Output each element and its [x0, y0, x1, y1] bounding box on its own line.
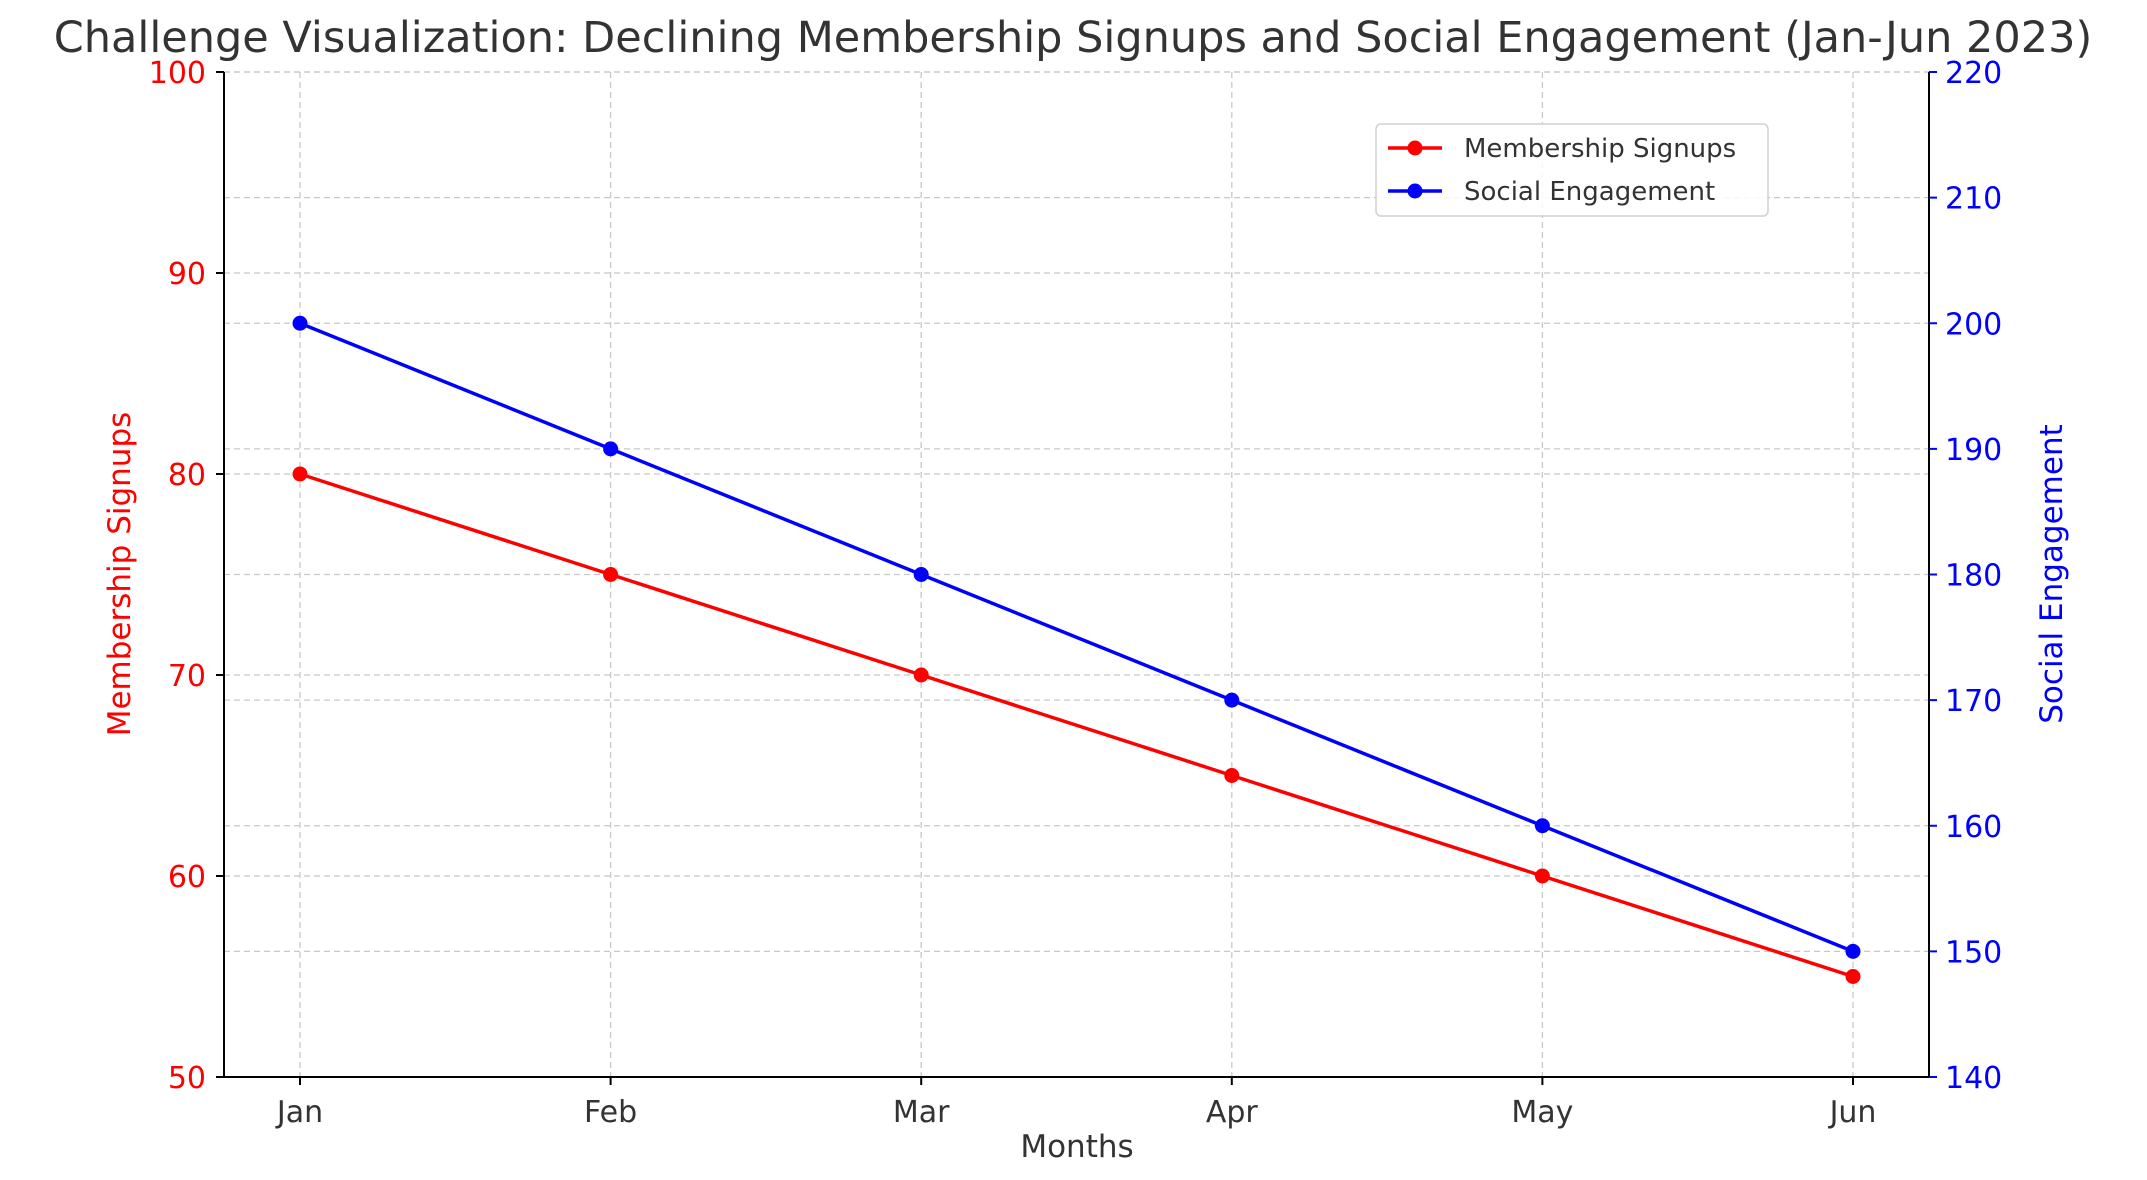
point-membership-signups [1534, 868, 1550, 884]
y-right-tick-label: 140 [1945, 1061, 2002, 1096]
y-left-tick-label: 90 [168, 257, 206, 292]
y-left-tick-label: 70 [168, 659, 206, 694]
y-right-tick-label: 210 [1945, 182, 2002, 217]
legend-label-membership-signups: Membership Signups [1464, 134, 1736, 164]
y-right-tick-label: 170 [1945, 684, 2002, 719]
y-right-tick-label: 180 [1945, 559, 2002, 594]
point-social-engagement [1224, 692, 1240, 708]
point-membership-signups [603, 567, 619, 582]
y-left-tick-label: 100 [149, 56, 206, 91]
grid-layer [224, 71, 1929, 1078]
y-right-tick-label: 220 [1945, 56, 2002, 91]
x-tick-label: Mar [893, 1095, 950, 1130]
y-right-tick-label: 150 [1945, 935, 2002, 970]
legend-label-social-engagement: Social Engagement [1464, 177, 1715, 207]
x-tick-label: Feb [584, 1095, 637, 1130]
y-right-tick-label: 200 [1945, 307, 2002, 342]
point-membership-signups [292, 466, 308, 482]
y-left-tick-label: 50 [168, 1061, 206, 1096]
y-left-axis-label: Membership Signups [102, 412, 138, 737]
y-right-axis-label: Social Engagement [2034, 424, 2070, 724]
y-left-tick-label: 80 [168, 458, 206, 493]
point-social-engagement [1534, 818, 1550, 834]
x-tick-label: Jan [275, 1095, 323, 1130]
legend-marker-membership-signups [1407, 140, 1423, 156]
x-tick-label: Apr [1206, 1095, 1259, 1130]
point-social-engagement [1845, 943, 1861, 959]
y-right-tick-label: 190 [1945, 433, 2002, 468]
point-social-engagement [913, 567, 929, 582]
point-social-engagement [603, 441, 619, 457]
series-line-membership-signups [299, 472, 1854, 979]
x-tick-label: Jun [1828, 1095, 1877, 1130]
chart-title: Challenge Visualization: Declining Membe… [54, 13, 2092, 63]
point-membership-signups [913, 667, 929, 683]
point-social-engagement [292, 315, 308, 331]
series-line-social-engagement [299, 321, 1854, 953]
series-layer [292, 315, 1861, 984]
x-axis-label: Months [1020, 1129, 1133, 1165]
point-membership-signups [1224, 768, 1240, 783]
legend-marker-social-engagement [1407, 183, 1423, 199]
legend: Membership Signups Social Engagement [1375, 123, 1769, 217]
x-tick-label: May [1511, 1095, 1573, 1130]
point-membership-signups [1845, 969, 1861, 984]
axes-layer: Jan Feb Mar Apr May Jun 50 60 70 80 90 100 140 150 160… [149, 56, 2003, 1130]
legend-box [1375, 123, 1769, 217]
y-left-tick-label: 60 [168, 860, 206, 895]
y-right-tick-label: 160 [1945, 810, 2002, 845]
